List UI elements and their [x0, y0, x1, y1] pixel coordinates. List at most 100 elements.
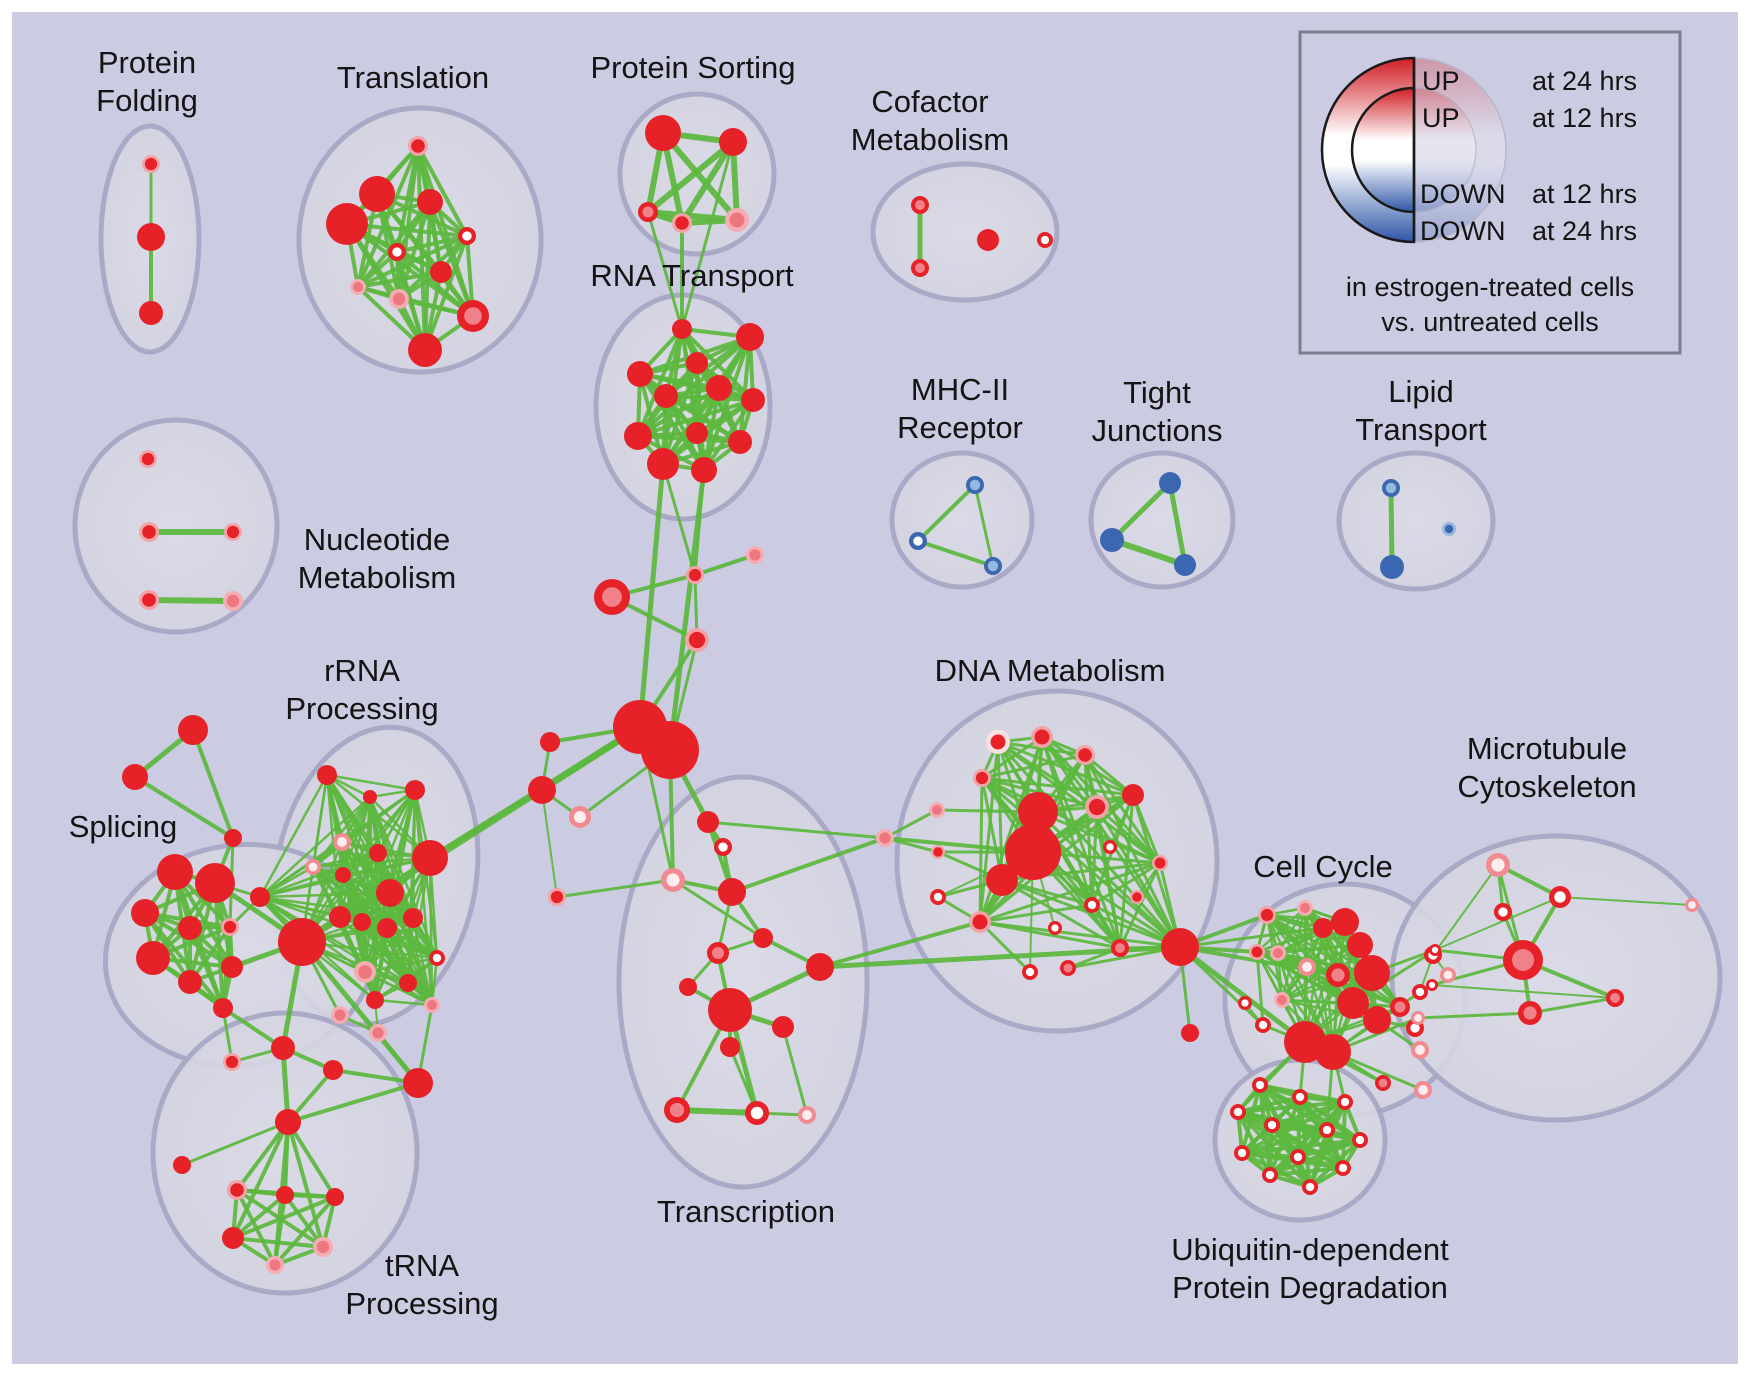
gene-node-core-u6 [1322, 1125, 1332, 1135]
edge [667, 467, 707, 753]
edge [660, 130, 740, 223]
edge [395, 250, 475, 318]
gene-node-core-cc2 [1300, 903, 1310, 913]
gene-node-t11 [408, 333, 442, 367]
edge [980, 776, 1162, 865]
edge [231, 1236, 325, 1249]
gene-node-core-u7 [1355, 1135, 1365, 1145]
edge [338, 851, 380, 919]
network-nodes [122, 115, 1699, 1274]
edge [661, 462, 697, 577]
gene-node-s7 [178, 970, 202, 994]
legend: UP at 24 hrs UP at 12 hrs DOWN at 12 hrs… [1298, 30, 1682, 355]
gene-node-r14 [250, 887, 270, 907]
edge [636, 327, 684, 438]
edge [1388, 485, 1395, 570]
gene-node-core-r19 [427, 1000, 437, 1010]
cluster-label-cofactor-metabolism: Cofactor [871, 84, 988, 119]
edge [1559, 896, 1693, 906]
cluster-label-protein-folding: Folding [96, 83, 198, 118]
cluster-label-ubiquitin-dependent-protein-degradation: Ubiquitin-dependent [1171, 1232, 1449, 1267]
gene-node-core-d5 [932, 805, 942, 815]
gene-node-core-d17 [1051, 924, 1059, 932]
cluster-label-lipid-transport: Lipid [1388, 374, 1454, 409]
cluster-label-cofactor-metabolism: Metabolism [851, 122, 1010, 157]
gene-node-core-u5 [1267, 1120, 1277, 1130]
gene-node-s2 [195, 863, 235, 903]
gene-node-cc5 [1347, 932, 1373, 958]
edge [1066, 946, 1122, 970]
edge [231, 1120, 290, 1240]
gene-node-core-cc22 [1443, 970, 1453, 980]
gene-node-core-nm2 [142, 525, 156, 539]
edge [883, 808, 939, 840]
gene-node-tx5 [753, 928, 773, 948]
gene-node-s8 [221, 956, 243, 978]
edge [916, 483, 977, 543]
gene-node-r18 [366, 991, 384, 1009]
edge [1268, 1138, 1362, 1177]
gene-node-rt4 [686, 352, 708, 374]
gene-node-r10 [329, 906, 351, 928]
edge [1118, 793, 1135, 950]
gene-node-tx9 [708, 988, 752, 1032]
legend-down-12-time: at 12 hrs [1532, 179, 1637, 209]
edge [1040, 735, 1094, 907]
gene-node-rt6 [706, 375, 732, 401]
edge [286, 1120, 337, 1199]
edge [416, 144, 469, 238]
edge [146, 597, 236, 604]
edge [1255, 950, 1265, 1027]
gene-node-core-nm1 [141, 452, 155, 466]
edge [345, 222, 427, 352]
gene-node-ccx [1181, 1024, 1199, 1042]
edge [738, 335, 752, 444]
edge [258, 895, 439, 960]
edge [1118, 861, 1162, 950]
edge [286, 1120, 325, 1249]
gene-node-core-mt3 [1498, 907, 1508, 917]
edge [1095, 805, 1162, 865]
cluster-label-mhc-ii-receptor: MHC-II [911, 372, 1009, 407]
cluster-label-transcription: Transcription [657, 1194, 835, 1229]
gene-node-core-cc7 [1331, 968, 1345, 982]
gene-node-core-cc8 [1302, 962, 1312, 972]
edge [555, 878, 675, 899]
gene-node-core-tx6 [711, 946, 725, 960]
gene-node-core-u12 [1305, 1182, 1315, 1192]
gene-node-t4 [326, 203, 368, 245]
cluster-ellipse-tight-junctions [1088, 450, 1236, 590]
gene-node-core-cc11 [1241, 999, 1249, 1007]
edge [1268, 1166, 1345, 1177]
gene-node-t7 [430, 261, 452, 283]
edge [235, 1120, 290, 1192]
gene-node-core-cc12 [1258, 1020, 1268, 1030]
gene-node-tj1 [1159, 472, 1181, 494]
gene-node-core-cn2 [749, 549, 761, 561]
edge [173, 870, 234, 969]
gene-node-s1 [157, 854, 193, 890]
legend-caption-line2: vs. untreated cells [1381, 307, 1599, 337]
edge [1255, 906, 1307, 954]
edge [299, 939, 421, 1086]
edge [1308, 1128, 1329, 1189]
gene-node-cf3 [977, 229, 999, 251]
gene-node-core-nm5 [226, 594, 240, 608]
gene-node-core-mh2 [913, 536, 923, 546]
legend-up-24-time: at 24 hrs [1532, 66, 1637, 96]
edge [363, 956, 439, 974]
gene-node-core-r4 [337, 837, 347, 847]
cluster-ellipse-transcription [616, 774, 870, 1190]
gene-node-core-mt7 [1512, 949, 1534, 971]
gene-node-s4 [178, 916, 202, 940]
edge [702, 398, 755, 472]
gene-node-core-mt6 [1414, 1014, 1422, 1022]
edge [356, 234, 469, 289]
gene-node-spt1 [178, 715, 208, 745]
gene-node-core-r16 [358, 965, 372, 979]
edge [541, 789, 558, 898]
cluster-ellipse-cofactor-metabolism [870, 161, 1060, 303]
legend-circle-inner-left-half [1350, 86, 1416, 214]
gene-node-cc3 [1313, 918, 1333, 938]
edge [311, 851, 380, 869]
